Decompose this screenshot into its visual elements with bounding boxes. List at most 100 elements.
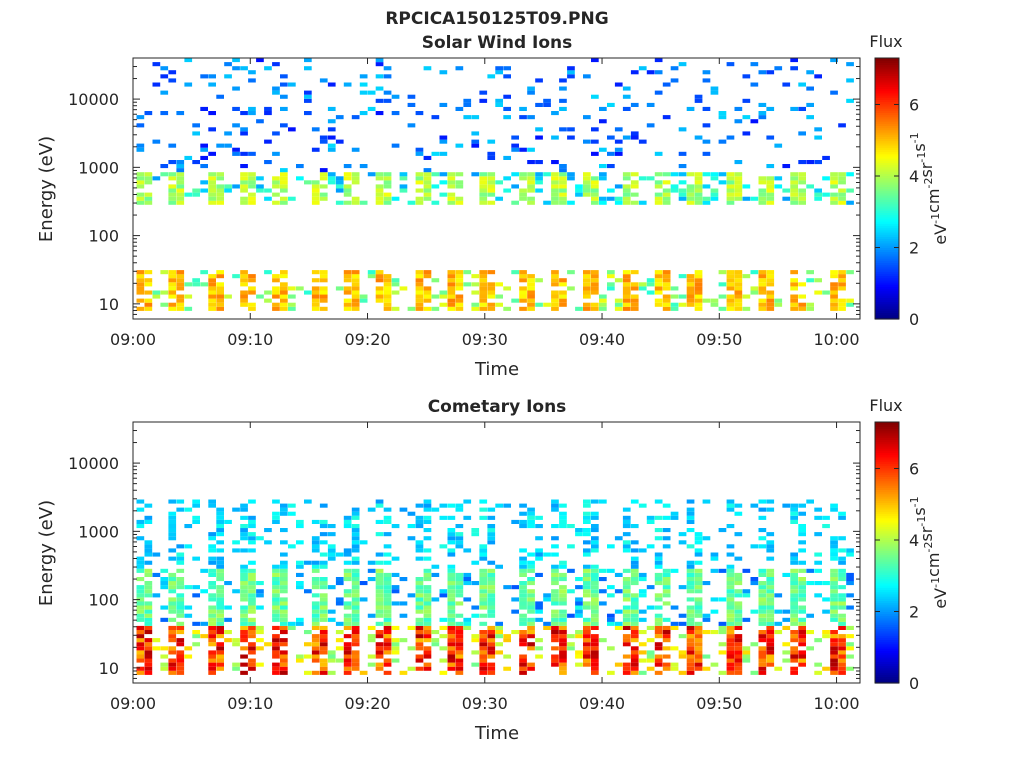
heatmap-cell [694,192,703,197]
heatmap-cell [662,666,671,671]
heatmap-cell [343,593,352,598]
colorbar-swatch [875,164,899,168]
heatmap-cell [702,151,711,156]
colorbar-swatch [875,461,899,464]
heatmap-cell [822,597,830,602]
heatmap-cell [790,638,798,643]
heatmap-cell [248,180,256,185]
heatmap-cell [790,196,798,201]
heatmap-cell [559,184,567,189]
heatmap-cell [575,528,583,533]
heatmap-cell [830,552,838,557]
x-tick-label: 09:20 [344,330,390,349]
heatmap-cell [654,572,663,577]
heatmap-cell [455,589,464,594]
heatmap-cell [535,278,543,283]
heatmap-cell [351,630,360,635]
heatmap-cell [559,106,567,111]
heatmap-cell [160,290,169,295]
heatmap-cell [224,617,232,622]
heatmap-cell [383,658,392,663]
heatmap-cell [351,274,360,279]
heatmap-cell [622,666,631,671]
heatmap-cell [343,577,352,582]
heatmap-cell [447,270,456,275]
heatmap-cell [280,94,288,99]
heatmap-cell [575,654,583,659]
heatmap-cell [272,613,280,618]
heatmap-cell [742,196,751,201]
heatmap-cell [830,176,838,181]
heatmap-cell [527,511,535,516]
heatmap-cell [583,593,591,598]
heatmap-cell [224,294,232,299]
heatmap-cell [790,654,798,659]
heatmap-cell [591,642,599,647]
heatmap-cell [622,589,631,594]
heatmap-cell [519,286,527,291]
heatmap-cell [343,605,352,610]
heatmap-cell [447,172,456,177]
colorbar-swatch [875,242,899,246]
heatmap-cell [551,274,559,279]
heatmap-cell [351,270,360,275]
colorbar-swatch [875,258,899,261]
heatmap-cell [479,278,488,283]
heatmap-cell [790,589,798,594]
heatmap-cell [766,658,775,663]
heatmap-cell [694,552,703,557]
heatmap-cell [838,274,846,279]
heatmap-cell [654,196,663,201]
heatmap-cell [495,102,503,107]
heatmap-cell [838,123,846,128]
heatmap-cell [798,581,806,586]
heatmap-cell [662,196,671,201]
heatmap-cell [503,654,511,659]
heatmap-cell [838,196,846,201]
heatmap-cell [670,188,679,193]
heatmap-cell [622,184,631,189]
heatmap-cell [591,601,599,606]
heatmap-cell [144,172,153,177]
heatmap-cell [160,605,169,610]
heatmap-cell [838,597,846,602]
colorbar-swatch [875,177,899,181]
heatmap-cell [798,524,806,529]
heatmap-cell [527,172,535,177]
heatmap-cell [614,572,623,577]
heatmap-cell [399,188,408,193]
heatmap-cell [654,621,663,626]
heatmap-cell [455,650,464,655]
heatmap-cell [375,552,384,557]
heatmap-cell [766,507,775,512]
heatmap-cell [319,597,328,602]
heatmap-cell [248,532,256,537]
heatmap-cell [686,670,695,675]
colorbar-swatch [875,68,899,72]
heatmap-cell [431,306,440,311]
heatmap-cell [272,184,280,189]
heatmap-cell [559,192,567,197]
heatmap-cell [439,172,448,177]
heatmap-cell [527,601,535,606]
heatmap-cell [630,302,639,307]
heatmap-cell [519,564,527,569]
heatmap-cell [830,658,838,663]
heatmap-cell [519,192,527,197]
heatmap-cell [240,593,248,598]
heatmap-cell [296,519,304,524]
colorbar-tick-label: 4 [909,167,919,186]
heatmap-cell [319,524,328,529]
heatmap-cell [359,670,368,675]
heatmap-cell [503,286,511,291]
heatmap-cell [208,282,216,287]
heatmap-cell [168,581,177,586]
heatmap-cell [136,274,145,279]
heatmap-cell [272,638,280,643]
heatmap-cell [280,658,288,663]
heatmap-cell [559,593,567,598]
heatmap-cell [423,646,432,651]
heatmap-cell [726,601,735,606]
heatmap-cell [551,634,559,639]
heatmap-cell [654,662,663,667]
